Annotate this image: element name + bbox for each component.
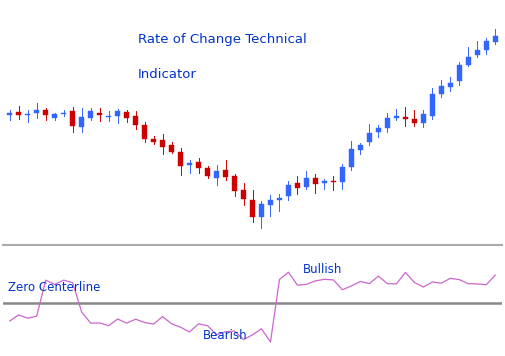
Bar xyxy=(304,178,309,187)
Bar xyxy=(484,41,489,50)
Bar xyxy=(259,204,264,217)
Bar xyxy=(7,112,13,115)
Bar xyxy=(402,117,408,119)
Bar xyxy=(313,178,318,184)
Text: Rate of Change Technical: Rate of Change Technical xyxy=(137,33,306,46)
Bar xyxy=(142,126,147,139)
Bar xyxy=(367,133,372,142)
Bar xyxy=(385,118,390,128)
Bar xyxy=(88,111,93,118)
Bar xyxy=(492,36,498,42)
Bar xyxy=(466,57,471,64)
Bar xyxy=(421,114,426,123)
Bar xyxy=(34,110,39,112)
Bar xyxy=(187,163,192,165)
Bar xyxy=(43,110,48,115)
Bar xyxy=(16,112,21,115)
Bar xyxy=(25,114,30,115)
Bar xyxy=(475,49,480,54)
Bar xyxy=(169,145,174,152)
Bar xyxy=(115,111,120,116)
Bar xyxy=(241,190,246,199)
Bar xyxy=(52,114,58,117)
Bar xyxy=(439,86,444,94)
Bar xyxy=(151,138,156,142)
Bar xyxy=(250,200,255,217)
Bar xyxy=(196,162,201,168)
Bar xyxy=(340,167,345,182)
Bar xyxy=(160,140,165,147)
Bar xyxy=(447,83,453,87)
Bar xyxy=(214,171,219,178)
Bar xyxy=(106,116,111,117)
Bar xyxy=(376,128,381,132)
Bar xyxy=(457,65,462,81)
Bar xyxy=(394,116,399,118)
Bar xyxy=(133,116,138,125)
Bar xyxy=(178,152,183,166)
Bar xyxy=(79,117,84,126)
Bar xyxy=(349,150,354,167)
Bar xyxy=(331,181,336,182)
Bar xyxy=(322,181,327,183)
Bar xyxy=(70,111,75,126)
Text: Bullish: Bullish xyxy=(302,263,342,277)
Bar xyxy=(61,113,66,114)
Bar xyxy=(232,176,237,191)
Bar xyxy=(223,170,228,177)
Bar xyxy=(358,145,363,150)
Bar xyxy=(277,198,282,200)
Bar xyxy=(97,113,103,115)
Bar xyxy=(430,94,435,116)
Bar xyxy=(286,185,291,196)
Text: Bearish: Bearish xyxy=(203,329,247,342)
Text: Zero Centerline: Zero Centerline xyxy=(8,282,100,294)
Text: Indicator: Indicator xyxy=(137,68,196,81)
Bar xyxy=(268,200,273,205)
Bar xyxy=(295,183,300,188)
Bar xyxy=(205,168,210,176)
Bar xyxy=(124,112,129,118)
Bar xyxy=(412,119,417,123)
